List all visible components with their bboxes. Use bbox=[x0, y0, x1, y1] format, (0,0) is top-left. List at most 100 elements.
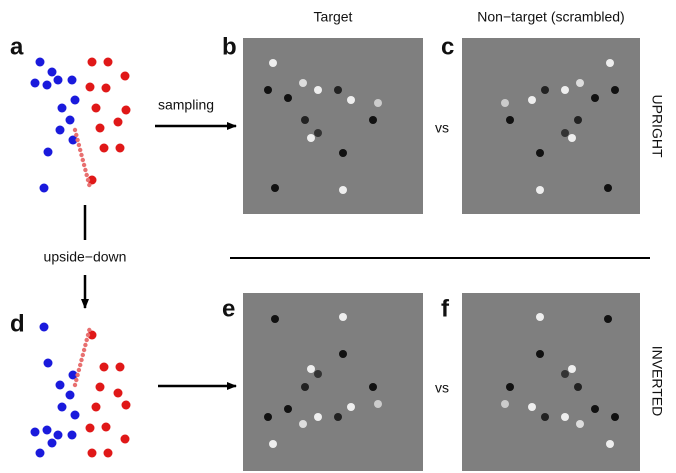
dot bbox=[66, 116, 75, 125]
dot bbox=[339, 350, 347, 358]
dot bbox=[334, 413, 342, 421]
dot bbox=[116, 363, 125, 372]
dot bbox=[68, 76, 77, 85]
dot bbox=[121, 435, 130, 444]
dot bbox=[66, 391, 75, 400]
dot bbox=[77, 143, 81, 147]
dot bbox=[31, 428, 40, 437]
dot bbox=[374, 99, 382, 107]
panel-letter: d bbox=[10, 310, 25, 337]
dot bbox=[561, 86, 569, 94]
dot bbox=[604, 315, 612, 323]
dot bbox=[43, 81, 52, 90]
dot bbox=[56, 126, 65, 135]
dot bbox=[347, 403, 355, 411]
dot bbox=[31, 79, 40, 88]
dot bbox=[284, 405, 292, 413]
dot bbox=[299, 79, 307, 87]
dot bbox=[604, 184, 612, 192]
dot bbox=[506, 383, 514, 391]
dot bbox=[86, 178, 90, 182]
dot bbox=[314, 129, 322, 137]
dot bbox=[269, 59, 277, 67]
dot bbox=[374, 400, 382, 408]
dot bbox=[54, 76, 63, 85]
dot bbox=[54, 431, 63, 440]
vs-label: vs bbox=[435, 120, 449, 136]
dot bbox=[102, 84, 111, 93]
dot bbox=[574, 383, 582, 391]
dot bbox=[48, 439, 57, 448]
dot bbox=[314, 86, 322, 94]
dot bbox=[48, 68, 57, 77]
dot bbox=[299, 420, 307, 428]
dot bbox=[536, 149, 544, 157]
row-label: INVERTED bbox=[649, 346, 665, 417]
dot bbox=[606, 440, 614, 448]
dot bbox=[271, 184, 279, 192]
dot bbox=[75, 373, 79, 377]
dot bbox=[36, 449, 45, 458]
dot bbox=[44, 148, 53, 157]
dot bbox=[576, 79, 584, 87]
dot bbox=[307, 134, 315, 142]
dot bbox=[43, 426, 52, 435]
dot bbox=[116, 144, 125, 153]
dot bbox=[501, 400, 509, 408]
dot bbox=[339, 313, 347, 321]
panel-letter: a bbox=[10, 33, 24, 60]
dot bbox=[87, 328, 91, 332]
dot bbox=[561, 370, 569, 378]
dot bbox=[611, 413, 619, 421]
dot bbox=[541, 413, 549, 421]
dot bbox=[100, 144, 109, 153]
dot bbox=[81, 158, 85, 162]
dot bbox=[71, 411, 80, 420]
dot bbox=[82, 348, 86, 352]
dot bbox=[121, 72, 130, 81]
dot bbox=[86, 424, 95, 433]
dot bbox=[85, 173, 89, 177]
dot bbox=[40, 323, 49, 332]
dot bbox=[73, 383, 77, 387]
dot bbox=[536, 350, 544, 358]
dot bbox=[122, 106, 131, 115]
dot bbox=[100, 363, 109, 372]
dot bbox=[541, 86, 549, 94]
dot bbox=[44, 359, 53, 368]
dot bbox=[284, 94, 292, 102]
dot bbox=[92, 104, 101, 113]
dot bbox=[574, 116, 582, 124]
dot bbox=[88, 58, 97, 67]
dot bbox=[561, 129, 569, 137]
dot bbox=[501, 99, 509, 107]
dot bbox=[81, 353, 85, 357]
dot bbox=[82, 163, 86, 167]
dot bbox=[528, 403, 536, 411]
dot bbox=[269, 440, 277, 448]
dot bbox=[264, 413, 272, 421]
dot bbox=[301, 383, 309, 391]
dot bbox=[96, 124, 105, 133]
arrow-label: sampling bbox=[158, 97, 214, 113]
dot bbox=[536, 313, 544, 321]
dot bbox=[334, 86, 342, 94]
dot bbox=[114, 389, 123, 398]
dot bbox=[271, 315, 279, 323]
panel-letter: c bbox=[441, 33, 454, 60]
dot bbox=[40, 184, 49, 193]
dot bbox=[611, 86, 619, 94]
dot bbox=[74, 378, 78, 382]
column-header: Target bbox=[314, 9, 353, 25]
dot bbox=[78, 148, 82, 152]
panel-letter: f bbox=[441, 295, 450, 322]
dot bbox=[307, 365, 315, 373]
dot bbox=[568, 365, 576, 373]
dot bbox=[87, 183, 91, 187]
dot bbox=[83, 343, 87, 347]
dot bbox=[104, 58, 113, 67]
panel-letter: e bbox=[222, 295, 235, 322]
dot bbox=[369, 383, 377, 391]
dot bbox=[536, 186, 544, 194]
dot bbox=[83, 168, 87, 172]
